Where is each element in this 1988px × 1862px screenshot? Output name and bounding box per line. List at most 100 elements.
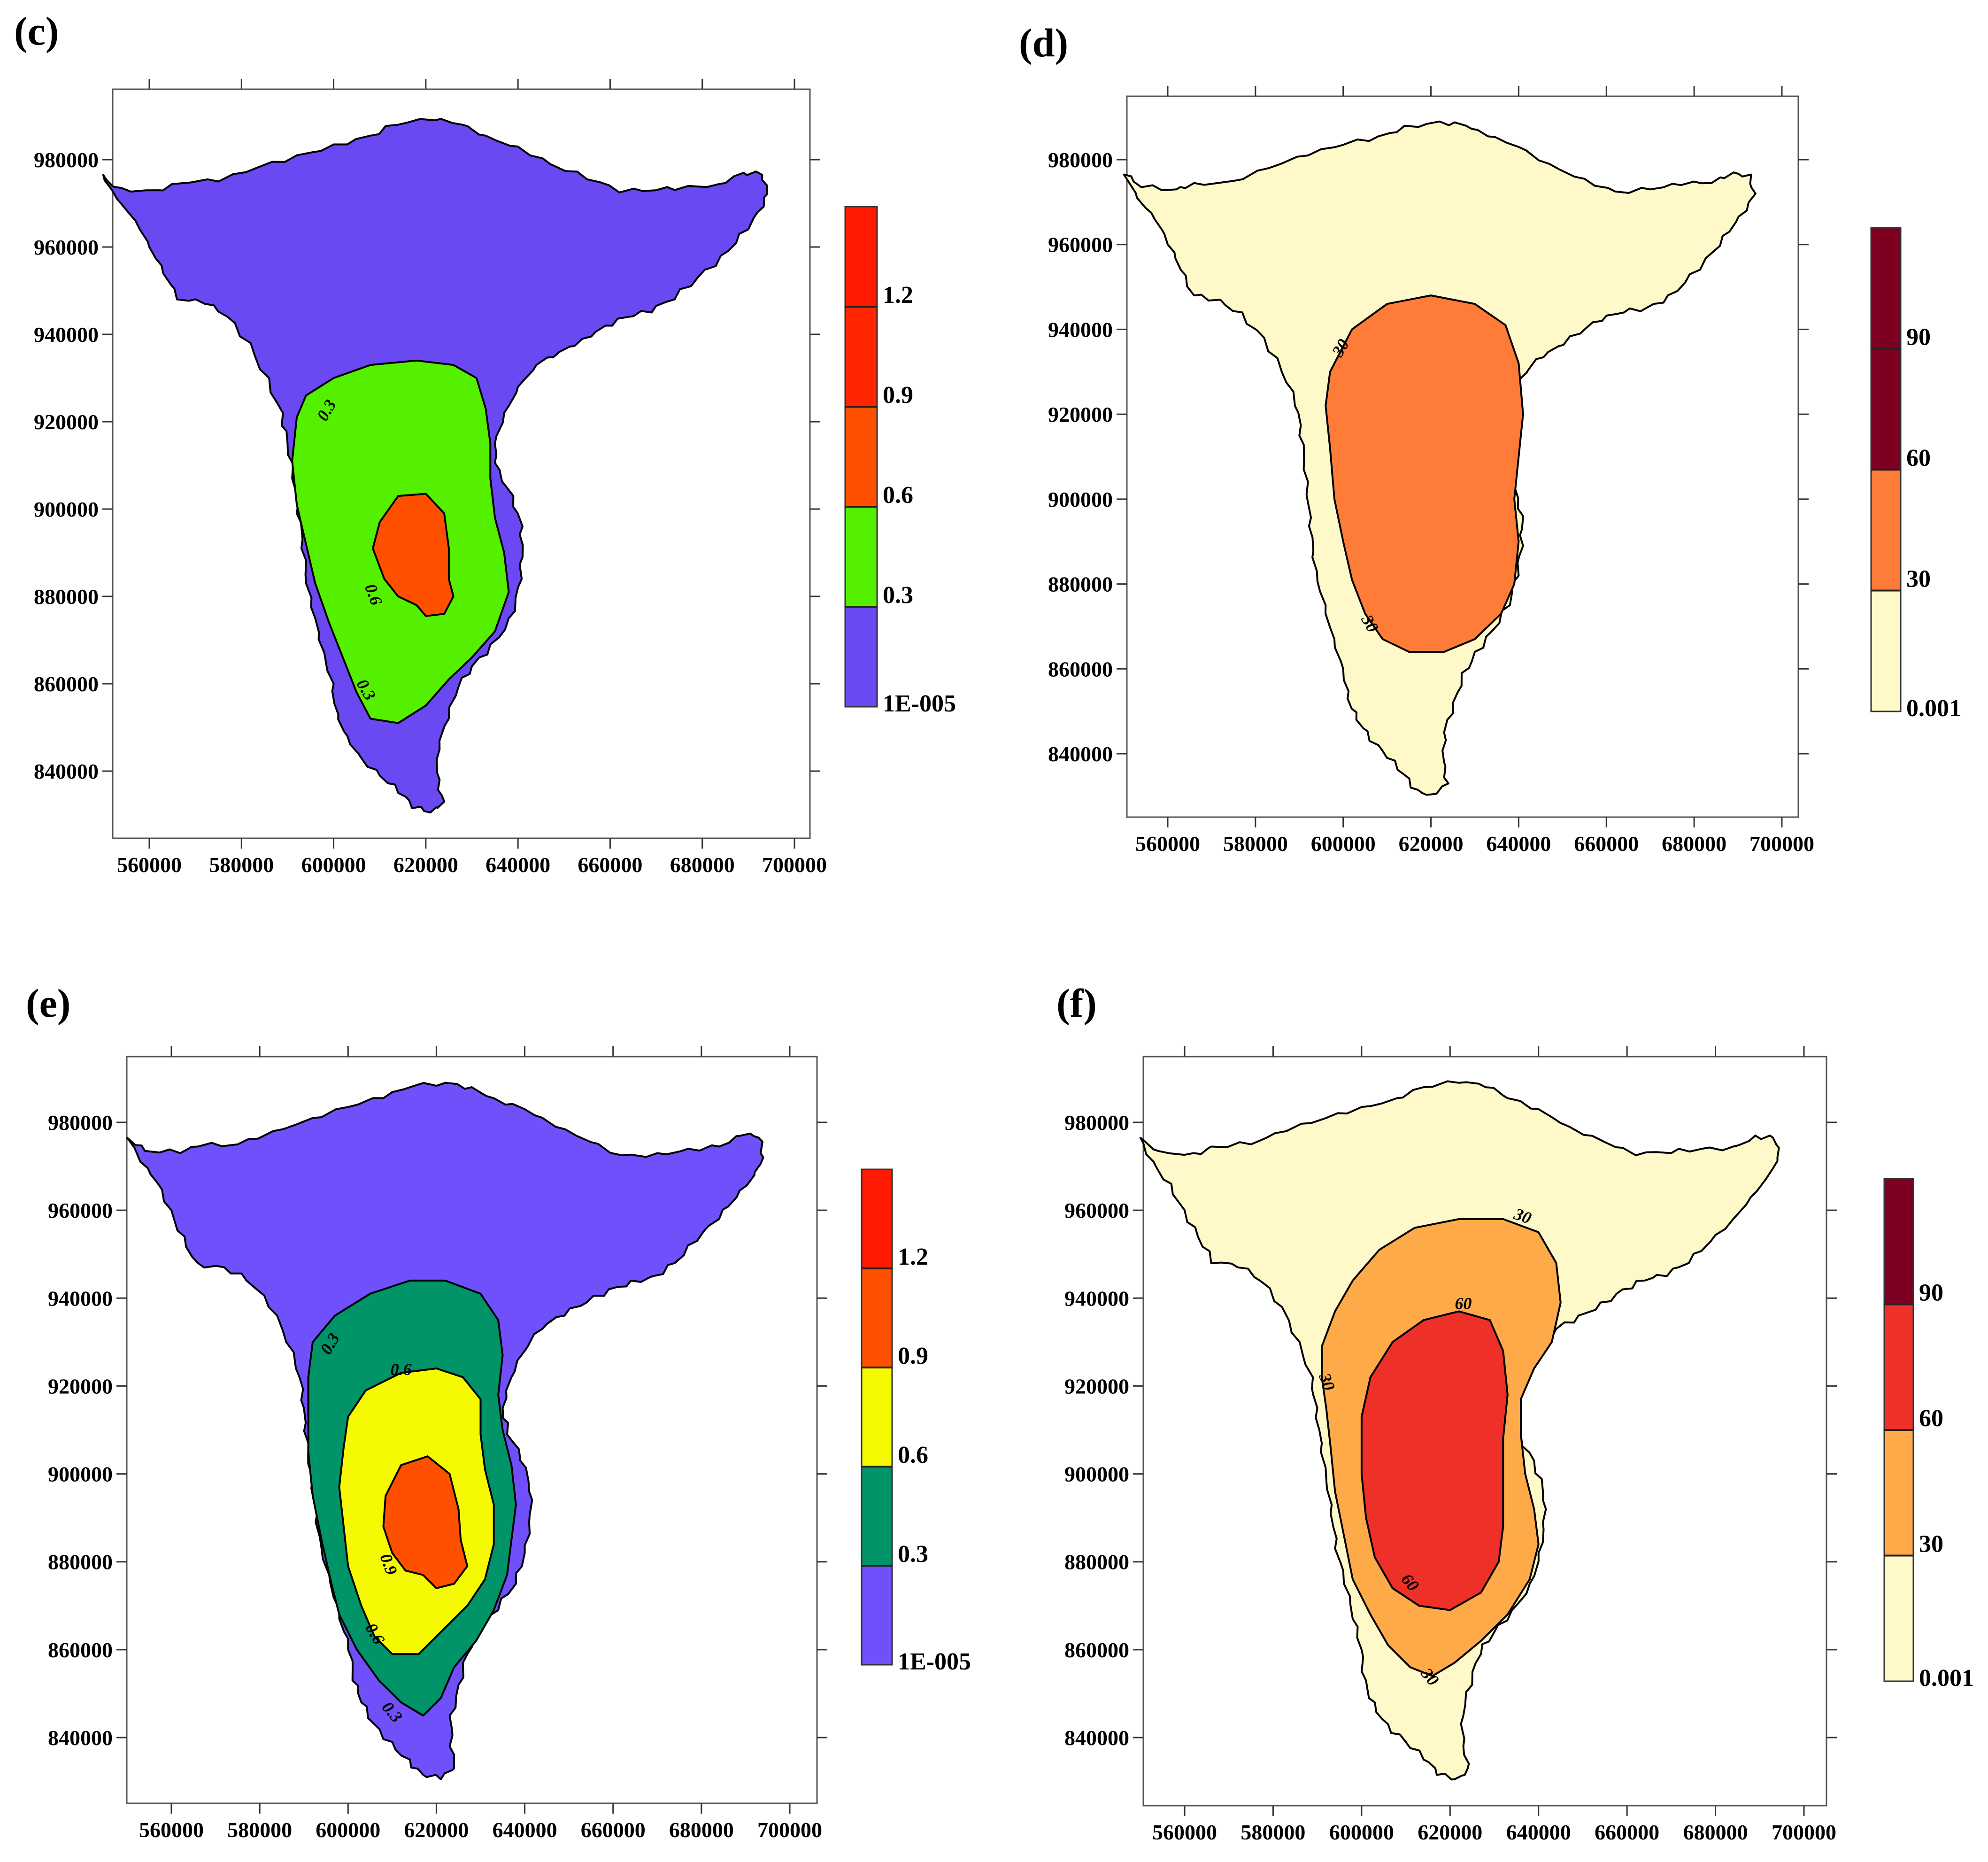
colorbar-frame (844, 206, 878, 708)
colorbar-segment (845, 607, 877, 707)
panel-letter: (d) (1019, 20, 1068, 65)
y-tick-label: 940000 (1064, 1286, 1129, 1310)
x-tick-label: 560000 (139, 1818, 204, 1842)
y-tick-label: 980000 (34, 148, 99, 172)
x-tick-label: 660000 (1574, 832, 1639, 856)
y-tick-label: 920000 (34, 410, 99, 434)
y-tick-label: 960000 (1048, 233, 1113, 257)
colorbar-segment (862, 1467, 892, 1566)
y-tick-label: 900000 (1048, 487, 1113, 511)
colorbar-segment (862, 1268, 892, 1368)
x-tick-label: 620000 (1418, 1820, 1482, 1844)
x-tick-label: 560000 (1135, 832, 1200, 856)
y-tick-label: 960000 (1064, 1198, 1129, 1222)
contour-zone-3 (382, 1455, 469, 1589)
colorbar-label: 90 (1906, 324, 1931, 351)
panel-letter: (f) (1056, 981, 1097, 1026)
x-tick-label: 700000 (1772, 1820, 1836, 1844)
colorbar-label: 1E-005 (883, 690, 956, 717)
x-tick-label: 560000 (1152, 1820, 1217, 1844)
colorbar-label: 0.001 (1919, 1665, 1974, 1692)
panel-e: (e) 560000 580000 600000 620000 640000 660000 6… (26, 981, 971, 1842)
colorbar-label: 0.3 (883, 582, 913, 609)
y-tick-label: 920000 (48, 1374, 113, 1398)
x-tick-label: 560000 (117, 853, 182, 877)
y-tick-label: 840000 (1064, 1726, 1129, 1750)
x-tick-label: 580000 (209, 853, 274, 877)
colorbar-segment (1871, 348, 1901, 470)
y-tick-label: 960000 (34, 235, 99, 259)
contour-label: 60 (1455, 1294, 1472, 1313)
contour-zone-2 (372, 493, 455, 617)
y-tick-label: 860000 (1048, 657, 1113, 681)
x-tick-label: 600000 (301, 853, 366, 877)
colorbar-segment (1884, 1555, 1913, 1681)
colorbar-label: 0.6 (898, 1442, 928, 1468)
colorbar-segment (845, 307, 877, 407)
x-tick-label: 620000 (404, 1818, 469, 1842)
y-tick-label: 880000 (1064, 1550, 1129, 1574)
x-tick-label: 620000 (1399, 832, 1464, 856)
colorbar-segment (845, 207, 877, 307)
y-tick-label: 960000 (48, 1198, 113, 1222)
colorbar-label: 1.2 (883, 282, 913, 309)
colorbar-segment (1871, 228, 1901, 349)
plot-frame (112, 88, 811, 839)
panel-c: (c) 560000 580000 600000 620000 640000 660000 6… (14, 8, 956, 877)
y-tick-label: 840000 (48, 1726, 113, 1750)
y-tick-label: 900000 (48, 1462, 113, 1486)
x-tick-label: 660000 (1595, 1820, 1659, 1844)
x-tick-label: 600000 (1311, 832, 1376, 856)
y-tick-label: 840000 (34, 759, 99, 783)
x-tick-label: 600000 (316, 1818, 380, 1842)
y-tick-label: 900000 (1064, 1462, 1129, 1486)
x-tick-label: 640000 (493, 1818, 557, 1842)
x-tick-label: 580000 (1241, 1820, 1305, 1844)
x-tick-label: 700000 (762, 853, 827, 877)
x-tick-label: 680000 (1662, 832, 1726, 856)
colorbar-label: 90 (1919, 1280, 1943, 1306)
plot-frame (1142, 1056, 1827, 1807)
contour-label: 0.6 (391, 1360, 412, 1379)
x-tick-label: 600000 (1329, 1820, 1394, 1844)
y-tick-label: 880000 (34, 585, 99, 609)
x-tick-label: 680000 (1683, 1820, 1748, 1844)
colorbar-label: 0.9 (883, 382, 913, 409)
y-tick-label: 840000 (1048, 742, 1113, 766)
x-tick-label: 580000 (1223, 832, 1288, 856)
y-tick-label: 900000 (34, 497, 99, 521)
colorbar-label: 0.001 (1906, 695, 1961, 722)
contour-zone-1 (1325, 294, 1524, 653)
y-tick-label: 860000 (34, 672, 99, 696)
colorbar-label: 30 (1906, 566, 1931, 593)
colorbar-segment (862, 1566, 892, 1665)
plot-frame (1126, 95, 1799, 818)
x-tick-label: 580000 (227, 1818, 292, 1842)
y-tick-label: 980000 (48, 1111, 113, 1135)
colorbar-label: 1E-005 (898, 1648, 971, 1675)
x-tick-label: 640000 (1506, 1820, 1571, 1844)
x-tick-label: 640000 (1486, 832, 1551, 856)
plot-frame (126, 1056, 818, 1804)
x-tick-label: 660000 (578, 853, 642, 877)
y-tick-label: 860000 (48, 1638, 113, 1662)
y-tick-label: 980000 (1048, 148, 1113, 172)
colorbar-segment (1884, 1179, 1913, 1305)
x-tick-label: 680000 (669, 1818, 734, 1842)
y-tick-label: 940000 (34, 323, 99, 347)
colorbar-segment (1871, 590, 1901, 711)
colorbar-segment (862, 1368, 892, 1467)
colorbar-segment (845, 507, 877, 607)
x-tick-label: 700000 (1749, 832, 1814, 856)
y-tick-label: 940000 (1048, 317, 1113, 341)
x-tick-label: 660000 (581, 1818, 646, 1842)
x-tick-label: 640000 (485, 853, 550, 877)
colorbar-label: 60 (1919, 1405, 1943, 1432)
y-tick-label: 920000 (1048, 402, 1113, 426)
colorbar-segment (862, 1169, 892, 1268)
y-tick-label: 860000 (1064, 1638, 1129, 1662)
colorbar-segment (845, 407, 877, 507)
colorbar-segment (1884, 1304, 1913, 1430)
colorbar-label: 0.3 (898, 1541, 928, 1568)
contour-zone-2 (1360, 1310, 1509, 1611)
